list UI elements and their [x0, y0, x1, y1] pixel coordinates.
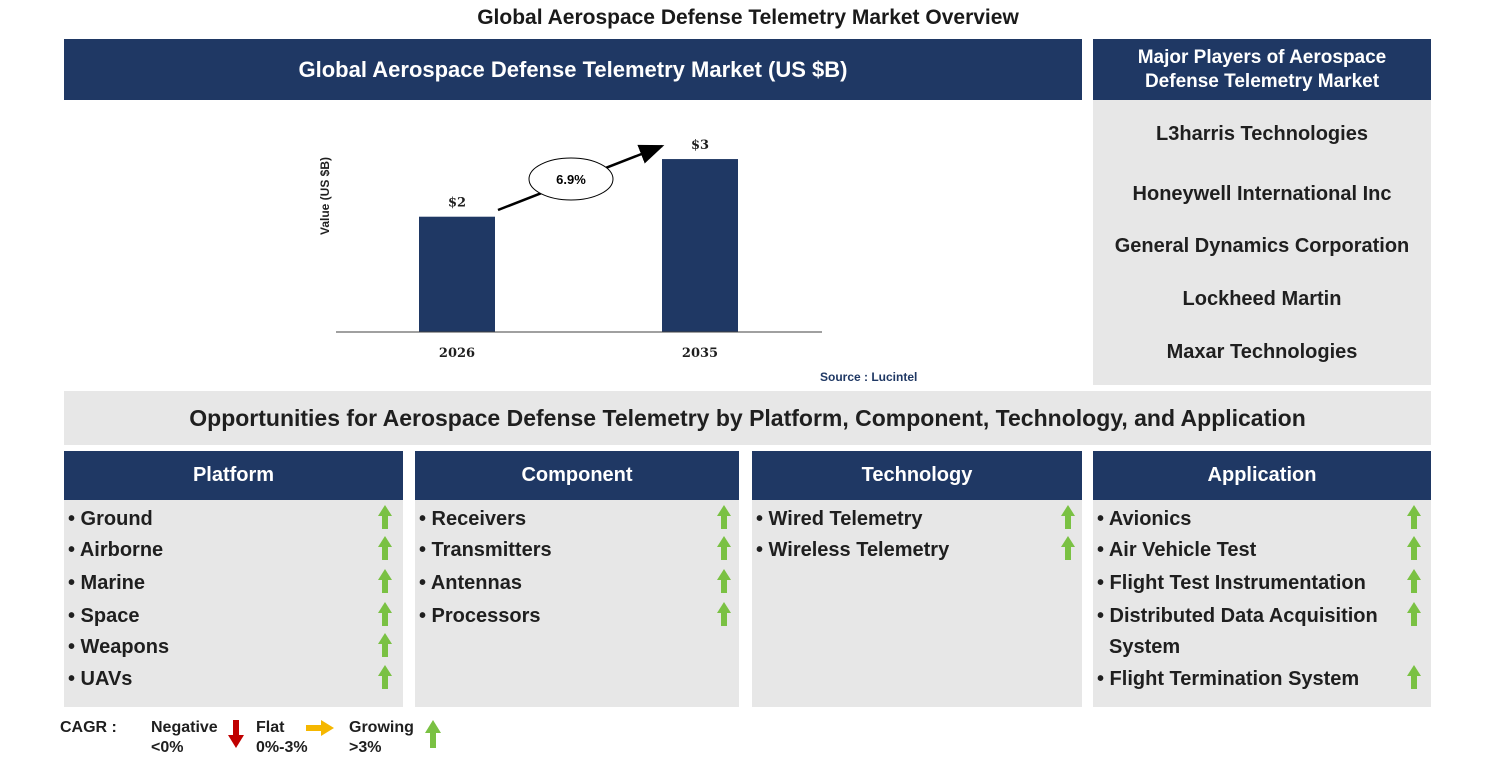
player-lockheed-martin: Lockheed Martin	[1182, 288, 1342, 310]
up-arrow-icon	[378, 536, 392, 560]
opportunities-title: Opportunities for Aerospace Defense Tele…	[64, 391, 1431, 445]
page-title: Global Aerospace Defense Telemetry Marke…	[477, 6, 1019, 29]
players-panel-title: Major Players of Aerospace Defense Telem…	[1093, 39, 1431, 100]
up-arrow-icon	[1061, 536, 1075, 560]
legend-negative-label: Negative	[151, 719, 218, 736]
segment-header-application: Application	[1093, 451, 1431, 500]
segment-item-continuation: System	[1109, 636, 1181, 658]
up-arrow-icon	[717, 569, 731, 593]
segment-item: • Air Vehicle Test	[1097, 539, 1257, 561]
segment-item: • Space	[68, 605, 140, 627]
up-arrow-icon	[717, 505, 731, 529]
bar-2035	[662, 159, 738, 332]
right-arrow-icon	[306, 720, 334, 736]
player-honeywell: Honeywell International Inc	[1132, 183, 1392, 205]
up-arrow-icon	[717, 536, 731, 560]
segment-panel-component: • Receivers • Transmitters • Antennas • …	[415, 500, 739, 707]
segment-item: • Marine	[68, 572, 146, 594]
chart-panel-title: Global Aerospace Defense Telemetry Marke…	[64, 39, 1082, 100]
segment-item: • Wireless Telemetry	[756, 539, 950, 561]
segment-item: • Processors	[419, 605, 541, 627]
up-arrow-icon	[1061, 505, 1075, 529]
segment-panel-platform: • Ground • Airborne • Marine • Space • W…	[64, 500, 403, 707]
player-general-dynamics: General Dynamics Corporation	[1114, 235, 1410, 257]
legend-flat: Flat 0%-3%	[256, 718, 308, 758]
segment-item: • Avionics	[1097, 508, 1192, 530]
bar-value-label: $3	[691, 138, 709, 153]
segment-item: • Weapons	[68, 636, 170, 658]
segment-item: • Transmitters	[419, 539, 552, 561]
segment-item: • Ground	[68, 508, 153, 530]
up-arrow-icon	[1407, 569, 1421, 593]
legend-negative-range: <0%	[151, 739, 184, 756]
segment-item: • Airborne	[68, 539, 164, 561]
legend-growing-label: Growing	[349, 719, 414, 736]
up-arrow-icon	[378, 569, 392, 593]
legend-flat-range: 0%-3%	[256, 739, 308, 756]
segment-item: • UAVs	[68, 668, 133, 690]
source-note: Source : Lucintel	[820, 370, 918, 384]
up-arrow-icon	[378, 633, 392, 657]
legend-flat-label: Flat	[256, 719, 285, 736]
legend-growing-range: >3%	[349, 739, 382, 756]
down-arrow-icon	[228, 720, 244, 748]
y-axis-label: Value (US $B)	[318, 157, 332, 235]
cagr-label: 6.9%	[556, 172, 586, 187]
up-arrow-icon	[1407, 536, 1421, 560]
up-arrow-icon	[1407, 602, 1421, 626]
cagr-annotation: 6.9%	[497, 144, 665, 212]
players-panel: L3harris Technologies Honeywell Internat…	[1093, 100, 1431, 385]
x-tick-label: 2026	[439, 346, 475, 361]
segment-item: • Flight Termination System	[1097, 668, 1360, 690]
up-arrow-icon	[378, 602, 392, 626]
legend-cagr-label: CAGR :	[60, 719, 117, 736]
x-tick-label: 2035	[682, 346, 718, 361]
segment-item: • Distributed Data Acquisition	[1097, 605, 1378, 627]
player-l3harris: L3harris Technologies	[1156, 123, 1368, 145]
segment-header-technology: Technology	[752, 451, 1082, 500]
bar-value-label: $2	[448, 196, 466, 211]
segment-item: • Receivers	[419, 508, 527, 530]
segment-panel-application: • Avionics • Air Vehicle Test • Flight T…	[1093, 500, 1431, 707]
bar-2026	[419, 216, 495, 332]
market-bar-chart: Value (US $B) $2 2026 $3 2035 6.9%	[318, 138, 822, 361]
segment-item: • Flight Test Instrumentation	[1097, 572, 1366, 594]
up-arrow-icon	[425, 720, 441, 748]
segment-panel-technology: • Wired Telemetry • Wireless Telemetry	[752, 500, 1082, 707]
up-arrow-icon	[1407, 505, 1421, 529]
legend-negative: Negative <0%	[151, 718, 218, 758]
up-arrow-icon	[717, 602, 731, 626]
segment-header-component: Component	[415, 451, 739, 500]
up-arrow-icon	[1407, 665, 1421, 689]
segment-header-platform: Platform	[64, 451, 403, 500]
legend-growing: Growing >3%	[349, 718, 414, 758]
cagr-bubble	[528, 157, 614, 201]
up-arrow-icon	[378, 665, 392, 689]
segment-item: • Antennas	[419, 572, 522, 594]
segment-item: • Wired Telemetry	[756, 508, 923, 530]
up-arrow-icon	[378, 505, 392, 529]
player-maxar: Maxar Technologies	[1166, 341, 1358, 363]
